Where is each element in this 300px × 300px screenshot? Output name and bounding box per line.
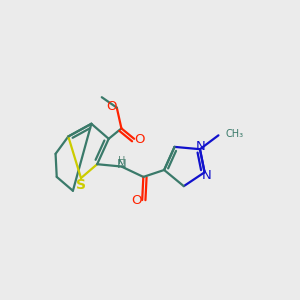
Text: O: O [134, 134, 144, 146]
Text: N: N [196, 140, 206, 153]
Text: S: S [76, 178, 86, 192]
Text: H: H [118, 156, 126, 166]
Text: CH₃: CH₃ [225, 129, 244, 139]
Text: O: O [106, 100, 117, 113]
Text: O: O [131, 194, 142, 206]
Text: N: N [116, 158, 126, 171]
Text: N: N [202, 169, 212, 182]
